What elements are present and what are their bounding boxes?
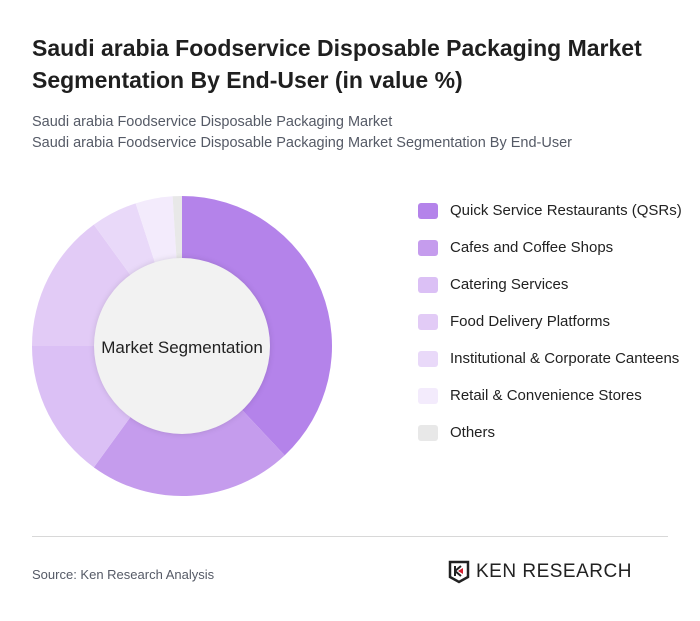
legend-swatch xyxy=(418,277,438,293)
subtitle-1: Saudi arabia Foodservice Disposable Pack… xyxy=(32,114,393,130)
legend-label: Retail & Convenience Stores xyxy=(450,387,642,404)
legend-item: Retail & Convenience Stores xyxy=(418,385,688,407)
legend-swatch xyxy=(418,388,438,404)
ken-research-logo: KEN RESEARCH xyxy=(448,560,632,584)
legend-swatch xyxy=(418,240,438,256)
legend-item: Food Delivery Platforms xyxy=(418,311,688,333)
source-text: Source: Ken Research Analysis xyxy=(32,567,215,582)
legend-label: Quick Service Restaurants (QSRs) xyxy=(450,202,682,219)
chart-title: Saudi arabia Foodservice Disposable Pack… xyxy=(32,35,642,93)
legend-item: Institutional & Corporate Canteens xyxy=(418,348,688,370)
legend-swatch xyxy=(418,425,438,441)
center-label: Market Segmentation xyxy=(101,338,263,357)
legend-swatch xyxy=(418,351,438,367)
legend-label: Catering Services xyxy=(450,276,569,293)
legend-item: Others xyxy=(418,422,688,444)
legend-label: Institutional & Corporate Canteens xyxy=(450,350,680,367)
logo-text: KEN RESEARCH xyxy=(476,561,632,582)
subtitle-2: Saudi arabia Foodservice Disposable Pack… xyxy=(32,135,573,151)
legend-item: Catering Services xyxy=(418,274,688,296)
ken-logo-icon xyxy=(448,560,470,584)
legend-item: Quick Service Restaurants (QSRs) xyxy=(418,200,688,222)
legend-label: Food Delivery Platforms xyxy=(450,313,611,330)
donut-center xyxy=(94,258,270,434)
legend-swatch xyxy=(418,203,438,219)
legend-label: Cafes and Coffee Shops xyxy=(450,239,614,256)
legend-item: Cafes and Coffee Shops xyxy=(418,237,688,259)
divider xyxy=(32,536,668,537)
legend: Quick Service Restaurants (QSRs) Cafes an… xyxy=(418,200,688,459)
legend-swatch xyxy=(418,314,438,330)
donut-chart: Market Segmentation xyxy=(32,196,333,496)
legend-label: Others xyxy=(450,424,496,441)
